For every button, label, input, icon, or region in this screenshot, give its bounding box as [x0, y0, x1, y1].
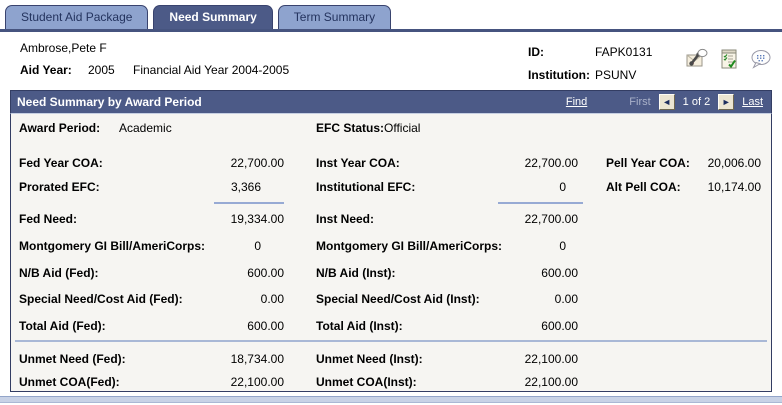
unmet-coa-inst-label: Unmet COA(Inst): [316, 375, 417, 389]
aid-year-description: Financial Aid Year 2004-2005 [133, 63, 290, 77]
fed-need-label: Fed Need: [19, 212, 78, 226]
efc-status-value: Official [384, 121, 421, 135]
unmet-coa-row: Unmet COA(Fed): 22,100.00 Unmet COA(Inst… [11, 375, 771, 391]
inst-subtotal-rule [498, 202, 583, 204]
alt-pell-coa-value: 10,174.00 [707, 180, 761, 194]
bottom-separator-bar [0, 396, 782, 403]
total-aid-row: Total Aid (Fed): 600.00 Total Aid (Inst)… [11, 319, 771, 335]
comment-icon[interactable] [750, 48, 772, 70]
institution-value: PSUNV [595, 68, 637, 82]
tab-term-summary[interactable]: Term Summary [277, 5, 392, 29]
institutional-efc-label: Institutional EFC: [316, 180, 416, 194]
tab-bar: Student Aid Package Need Summary Term Su… [5, 5, 392, 29]
right-arrow-icon: ► [721, 96, 731, 107]
unmet-need-fed-value: 18,734.00 [230, 352, 284, 366]
tab-need-summary[interactable]: Need Summary [153, 5, 273, 29]
nb-aid-inst-label: N/B Aid (Inst): [316, 266, 396, 280]
find-link[interactable]: Find [565, 96, 588, 108]
inst-year-coa-value: 22,700.00 [524, 156, 578, 170]
nb-aid-row: N/B Aid (Fed): 600.00 N/B Aid (Inst): 60… [11, 266, 771, 282]
groupbox-header: Need Summary by Award Period Find First … [10, 90, 772, 113]
total-aid-fed-value: 600.00 [247, 319, 284, 333]
special-aid-inst-label: Special Need/Cost Aid (Inst): [316, 292, 480, 306]
nb-aid-inst-value: 600.00 [541, 266, 578, 280]
special-aid-fed-value: 0.00 [260, 292, 284, 306]
fed-year-coa-label: Fed Year COA: [19, 156, 103, 170]
montgomery-inst-value: 0 [559, 239, 566, 253]
award-period-value: Academic [119, 121, 172, 135]
last-link[interactable]: Last [742, 96, 763, 108]
montgomery-row: Montgomery GI Bill/AmeriCorps: 0 Montgom… [11, 239, 771, 255]
unmet-need-fed-label: Unmet Need (Fed): [19, 352, 126, 366]
efc-status-label: EFC Status: [316, 121, 385, 135]
special-aid-inst-value: 0.00 [554, 292, 578, 306]
award-period-row: Award Period: Academic EFC Status: Offic… [11, 121, 771, 137]
award-period-label: Award Period: [19, 121, 101, 135]
checklist-icon[interactable] [718, 48, 740, 70]
aid-year-value: 2005 [88, 63, 115, 77]
montgomery-fed-value: 0 [254, 239, 261, 253]
alt-pell-coa-label: Alt Pell COA: [606, 180, 681, 194]
fed-need-value: 19,334.00 [230, 212, 284, 226]
id-label: ID: [528, 45, 544, 59]
fed-year-coa-value: 22,700.00 [230, 156, 284, 170]
total-aid-fed-label: Total Aid (Fed): [19, 319, 106, 333]
efc-row: Prorated EFC: 3,366 Institutional EFC: 0… [11, 180, 771, 196]
aid-year-label: Aid Year: [20, 63, 72, 77]
fed-subtotal-rule [214, 202, 284, 204]
record-navigation: Find First ◄ 1 of 2 ► Last [566, 94, 763, 110]
special-aid-fed-label: Special Need/Cost Aid (Fed): [19, 292, 183, 306]
institutional-efc-value: 0 [559, 180, 566, 194]
pell-year-coa-value: 20,006.00 [707, 156, 761, 170]
unmet-need-inst-label: Unmet Need (Inst): [316, 352, 423, 366]
first-link-disabled: First [629, 96, 651, 108]
need-summary-groupbox: Need Summary by Award Period Find First … [10, 90, 772, 392]
institution-label: Institution: [528, 68, 590, 82]
unmet-coa-fed-label: Unmet COA(Fed): [19, 375, 120, 389]
student-header: Ambrose,Pete F Aid Year: 2005 Financial … [0, 32, 782, 88]
prorated-efc-value: 3,366 [230, 180, 261, 194]
groupbox-title: Need Summary by Award Period [17, 95, 202, 109]
prorated-efc-label: Prorated EFC: [19, 180, 100, 194]
need-row: Fed Need: 19,334.00 Inst Need: 22,700.00 [11, 212, 771, 228]
inst-year-coa-label: Inst Year COA: [316, 156, 400, 170]
need-summary-panel: Award Period: Academic EFC Status: Offic… [10, 113, 772, 392]
unmet-need-inst-value: 22,100.00 [524, 352, 578, 366]
special-aid-row: Special Need/Cost Aid (Fed): 0.00 Specia… [11, 292, 771, 308]
toolbar-icons [686, 48, 772, 70]
tab-student-aid-package[interactable]: Student Aid Package [5, 5, 149, 29]
phone-message-icon[interactable] [686, 48, 708, 70]
year-coa-row: Fed Year COA: 22,700.00 Inst Year COA: 2… [11, 156, 771, 172]
nb-aid-fed-value: 600.00 [247, 266, 284, 280]
left-arrow-icon: ◄ [662, 96, 672, 107]
id-value: FAPK0131 [595, 45, 653, 59]
total-aid-inst-label: Total Aid (Inst): [316, 319, 403, 333]
tab-underline [0, 29, 782, 32]
inst-need-label: Inst Need: [316, 212, 375, 226]
pell-year-coa-label: Pell Year COA: [606, 156, 690, 170]
total-aid-inst-value: 600.00 [541, 319, 578, 333]
previous-row-button[interactable]: ◄ [658, 94, 675, 110]
unmet-coa-inst-value: 22,100.00 [524, 375, 578, 389]
unmet-need-row: Unmet Need (Fed): 18,734.00 Unmet Need (… [11, 352, 771, 368]
montgomery-inst-label: Montgomery GI Bill/AmeriCorps: [316, 239, 503, 253]
section-divider-rule [15, 340, 767, 342]
next-row-button[interactable]: ► [718, 94, 735, 110]
montgomery-fed-label: Montgomery GI Bill/AmeriCorps: [19, 239, 206, 253]
nb-aid-fed-label: N/B Aid (Fed): [19, 266, 99, 280]
unmet-coa-fed-value: 22,100.00 [230, 375, 284, 389]
inst-need-value: 22,700.00 [524, 212, 578, 226]
row-position-text: 1 of 2 [682, 96, 711, 108]
student-name: Ambrose,Pete F [20, 41, 107, 55]
